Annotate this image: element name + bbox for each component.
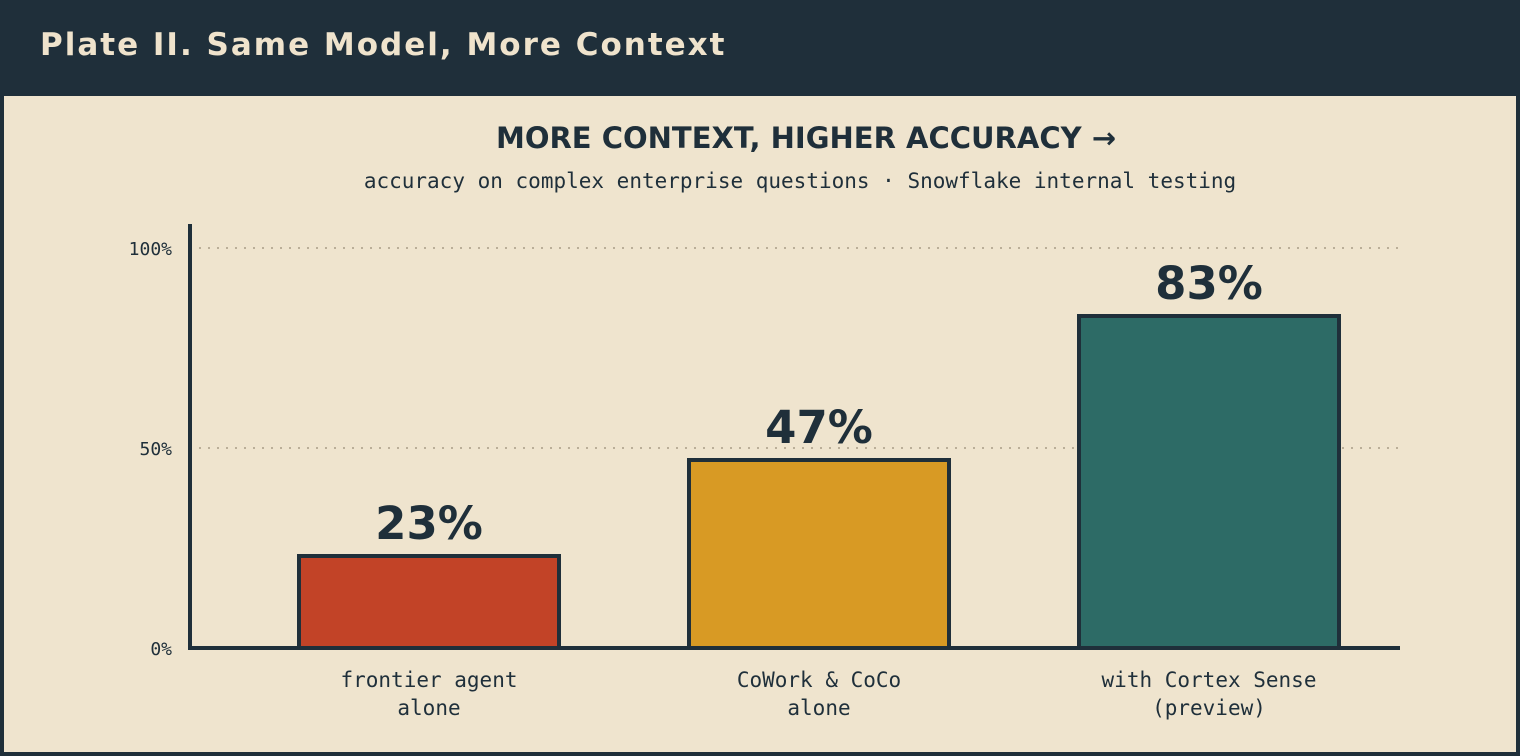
bar-2	[687, 458, 951, 650]
chart-panel: MORE CONTEXT, HIGHER ACCURACY → accuracy…	[4, 96, 1516, 752]
chart-subtitle: accuracy on complex enterprise questions…	[364, 169, 1236, 193]
data-label-1: 23%	[375, 497, 483, 550]
header-bar: Plate II. Same Model, More Context	[0, 0, 1520, 96]
chart-title: MORE CONTEXT, HIGHER ACCURACY →	[496, 121, 1116, 155]
data-label-2: 47%	[765, 401, 873, 454]
x-category-label: (preview)	[1152, 696, 1266, 720]
bar-1	[297, 554, 561, 650]
axes-layer	[188, 224, 1400, 650]
bar-chart: MORE CONTEXT, HIGHER ACCURACY → accuracy…	[129, 121, 1400, 720]
plate-title: Plate II. Same Model, More Context	[40, 27, 727, 63]
y-tick-label: 100%	[129, 239, 173, 260]
x-category-label: alone	[397, 696, 460, 720]
x-category-label: with Cortex Sense	[1102, 668, 1317, 692]
bar-3	[1077, 314, 1341, 650]
x-category-label: CoWork & CoCo	[737, 668, 901, 692]
y-tick-label: 0%	[150, 639, 172, 660]
labels-layer: 0% 50% 100% 23% frontier agent alone 47% CoWork…	[129, 239, 1317, 720]
y-tick-label: 50%	[139, 439, 172, 460]
x-category-label: frontier agent	[340, 668, 517, 692]
x-category-label: alone	[787, 696, 850, 720]
bars-layer	[297, 314, 1341, 650]
data-label-3: 83%	[1155, 257, 1263, 310]
